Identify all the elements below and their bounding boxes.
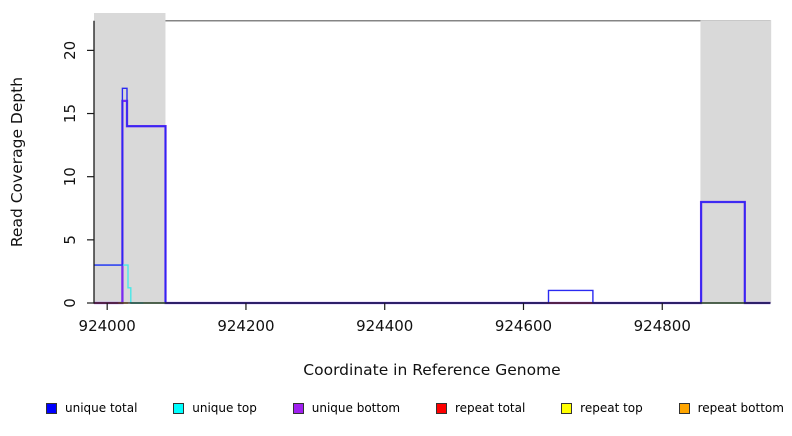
x-tick-label: 924400 — [356, 317, 413, 335]
y-tick-label: 5 — [61, 235, 79, 245]
legend-item-repeat-top: repeat top — [561, 401, 643, 415]
legend-swatch-repeat-total — [435, 402, 447, 414]
shaded-regions-layer — [94, 13, 772, 303]
x-tick-label: 924200 — [217, 317, 274, 335]
legend-item-unique-bottom: unique bottom — [292, 401, 401, 415]
legend-label: repeat total — [454, 401, 526, 415]
legend-label: repeat bottom — [697, 401, 784, 415]
legend-label: unique bottom — [311, 401, 401, 415]
legend-swatch-unique-total — [46, 402, 57, 414]
legend-label: unique total — [65, 401, 138, 415]
legend-item-unique-total: unique total — [46, 401, 137, 415]
legend-swatch-repeat-top — [561, 402, 573, 414]
x-tick-label: 924800 — [634, 317, 691, 335]
legend-swatch-repeat-bottom — [678, 402, 690, 414]
legend-swatch-unique-bottom — [292, 402, 304, 414]
legend-label: repeat top — [580, 401, 643, 415]
series-line-unique-bottom — [94, 99, 771, 305]
series-layer — [94, 87, 771, 305]
axes-layer: 924000 924200 924400 924600 924800 0 5 10 15 20 — [61, 20, 771, 335]
x-tick-label: 924000 — [79, 317, 136, 335]
plot-frame — [94, 19, 771, 303]
legend-item-repeat-bottom: repeat bottom — [678, 401, 784, 415]
series-line-unique-total — [94, 87, 771, 304]
chart-legend: unique total unique top unique bottom repea… — [46, 397, 784, 419]
y-tick-label: 20 — [61, 41, 79, 60]
y-tick-label: 15 — [61, 104, 79, 123]
legend-item-unique-top: unique top — [173, 401, 257, 415]
y-tick-label: 0 — [61, 298, 79, 308]
repeat-region-right — [700, 20, 772, 303]
legend-label: unique top — [192, 401, 257, 415]
x-axis-title: Coordinate in Reference Genome — [303, 361, 560, 379]
y-axis-title: Read Coverage Depth — [8, 77, 26, 247]
y-tick-label: 10 — [61, 167, 79, 186]
x-tick-label: 924600 — [495, 317, 552, 335]
legend-item-repeat-total: repeat total — [435, 401, 526, 415]
legend-swatch-unique-top — [173, 402, 185, 414]
repeat-region-left — [94, 13, 166, 303]
